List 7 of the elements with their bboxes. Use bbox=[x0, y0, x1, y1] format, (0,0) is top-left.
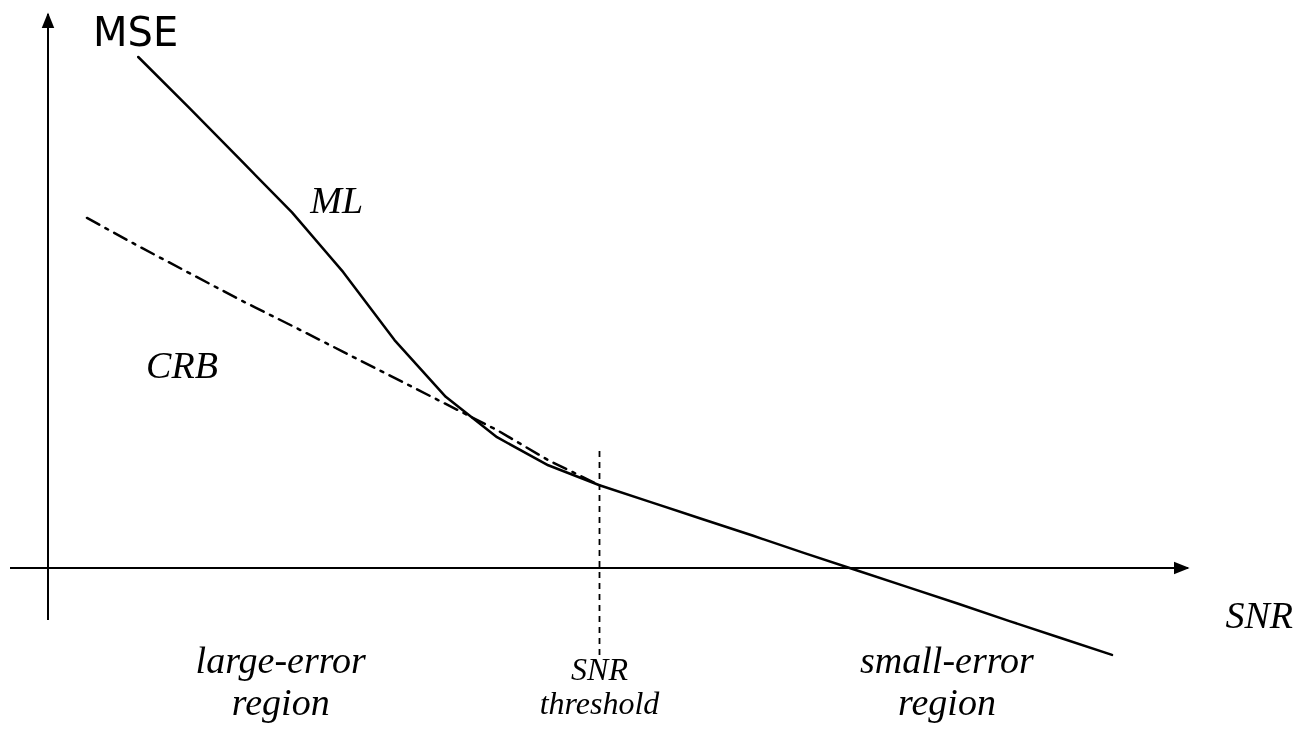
annotation: SNR threshold bbox=[539, 651, 661, 721]
series-label: CRB bbox=[146, 343, 218, 386]
y-axis-title: MSE bbox=[93, 9, 179, 55]
series-label: ML bbox=[309, 179, 364, 221]
annotation: large-error region bbox=[195, 639, 367, 723]
x-axis-title: SNR bbox=[1225, 594, 1293, 636]
annotation: small-error region bbox=[860, 639, 1035, 723]
